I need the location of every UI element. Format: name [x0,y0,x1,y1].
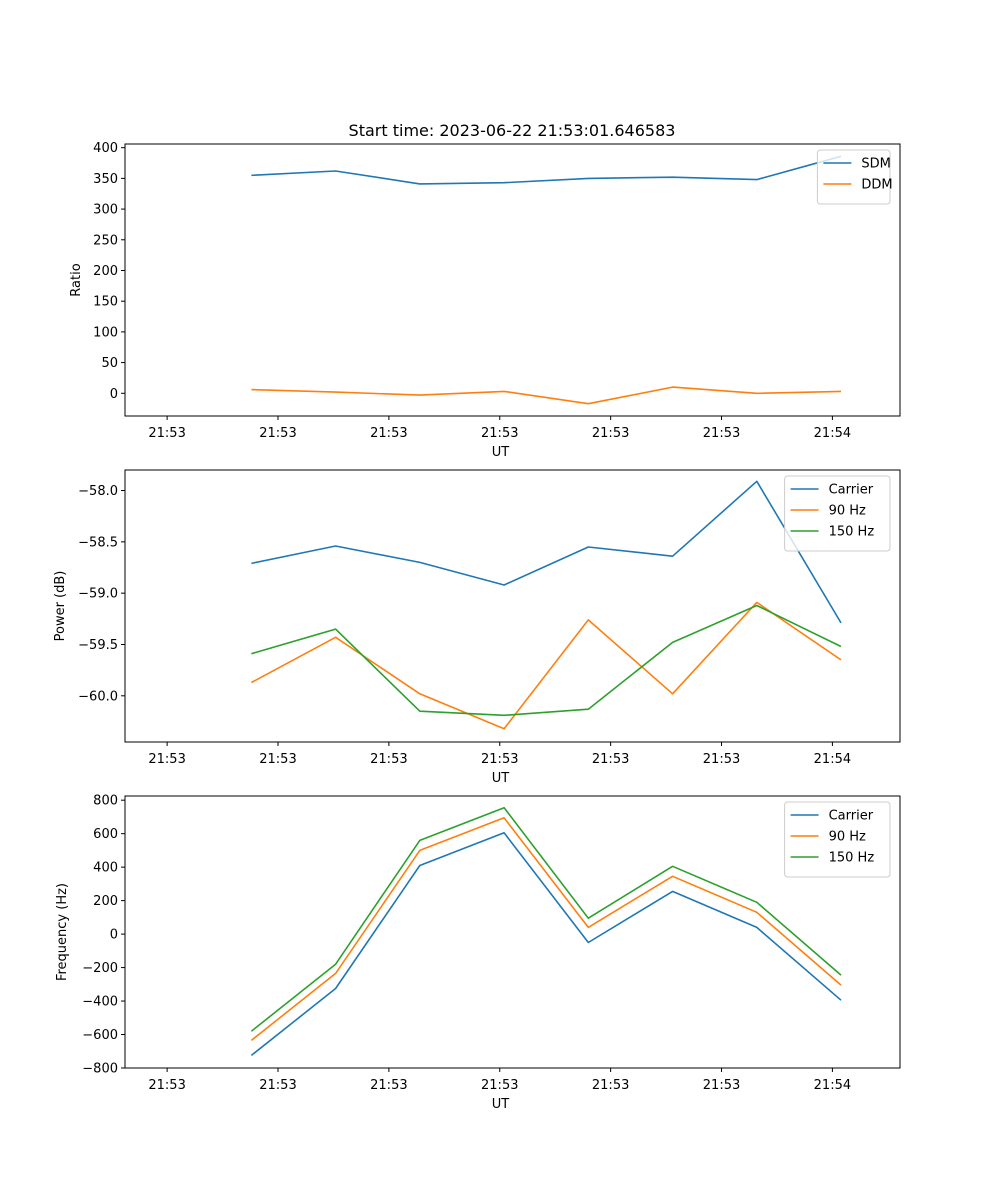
x-tick-label: 21:54 [814,752,851,767]
x-tick-label: 21:53 [370,752,407,767]
legend-entry: 150 Hz [829,851,875,866]
x-tick-label: 21:54 [814,426,851,441]
power-panel: 21:53 21:53 21:53 21:53 21:53 21:53 21:54 −60.0… [53,469,901,786]
x-tick-label: 21:53 [481,426,518,441]
axes-frame [124,143,901,417]
legend-entry: 90 Hz [829,830,866,845]
x-tick-label: 21:53 [370,426,407,441]
x-tick-label: 21:53 [259,752,296,767]
y-tick-label: 800 [93,794,118,809]
series-line-ddm [251,386,842,405]
figure-title: Start time: 2023-06-22 21:53:01.646583 [349,121,676,140]
x-tick-label: 21:53 [481,1078,518,1093]
series-line-90-hz [251,601,842,730]
y-tick-label: 400 [93,141,118,156]
legend-entry: Carrier [829,809,874,824]
y-tick-label: 600 [93,827,118,842]
x-tick-label: 21:53 [148,752,185,767]
y-tick-label: 0 [110,387,118,402]
x-tick-label: 21:53 [259,1078,296,1093]
y-axis-label: Ratio [69,263,84,296]
x-tick-label: 21:53 [370,1078,407,1093]
legend-entry: 90 Hz [829,504,866,519]
x-tick-label: 21:53 [592,752,629,767]
x-tick-label: 21:53 [592,1078,629,1093]
series-line-sdm [251,155,842,185]
axes-frame [124,795,901,1069]
series-line-150-hz [251,604,842,717]
x-tick-label: 21:53 [259,426,296,441]
x-axis-label: UT [492,445,510,460]
y-tick-label: 200 [93,264,118,279]
x-tick-label: 21:53 [703,1078,740,1093]
x-tick-label: 21:53 [703,752,740,767]
legend-box [784,801,891,878]
x-axis-label: UT [492,1097,510,1112]
y-tick-label: −60.0 [78,689,118,704]
y-tick-label: −800 [82,1062,118,1077]
legend-entry: DDM [861,178,892,193]
y-tick-label: −59.0 [78,587,118,602]
x-tick-label: 21:53 [148,1078,185,1093]
x-tick-label: 21:53 [592,426,629,441]
frequency-panel: 21:53 21:53 21:53 21:53 21:53 21:53 21:54 −800 −… [55,794,901,1112]
y-tick-label: 50 [101,356,118,371]
y-tick-label: −59.5 [78,638,118,653]
x-tick-label: 21:53 [703,426,740,441]
y-tick-label: −58.0 [78,484,118,499]
y-axis-label: Power (dB) [53,571,68,642]
x-tick-label: 21:54 [814,1078,851,1093]
legend-box [784,475,891,552]
y-tick-label: −200 [82,961,118,976]
y-tick-label: 100 [93,325,118,340]
y-tick-label: 400 [93,861,118,876]
y-tick-label: 300 [93,203,118,218]
legend-entry: Carrier [829,483,874,498]
series-line-carrier [251,480,842,624]
y-tick-label: −58.5 [78,535,118,550]
y-tick-label: 200 [93,894,118,909]
x-tick-label: 21:53 [481,752,518,767]
series-line-carrier [250,831,842,1057]
y-tick-label: 250 [93,233,118,248]
y-tick-label: 350 [93,172,118,187]
y-axis-label: Frequency (Hz) [55,883,70,981]
legend-entry: SDM [861,157,890,172]
ratio-panel: 21:53 21:53 21:53 21:53 21:53 21:53 21:54 0 50 10… [69,141,901,460]
legend-entry: 150 Hz [829,525,875,540]
x-tick-label: 21:53 [148,426,185,441]
y-tick-label: 0 [110,928,118,943]
axes-frame [124,469,901,743]
x-axis-label: UT [492,771,510,786]
y-tick-label: −600 [82,1028,118,1043]
series-line-150-hz [250,806,842,1032]
series-line-90-hz [250,816,842,1042]
y-tick-label: 150 [93,295,118,310]
y-tick-label: −400 [82,995,118,1010]
